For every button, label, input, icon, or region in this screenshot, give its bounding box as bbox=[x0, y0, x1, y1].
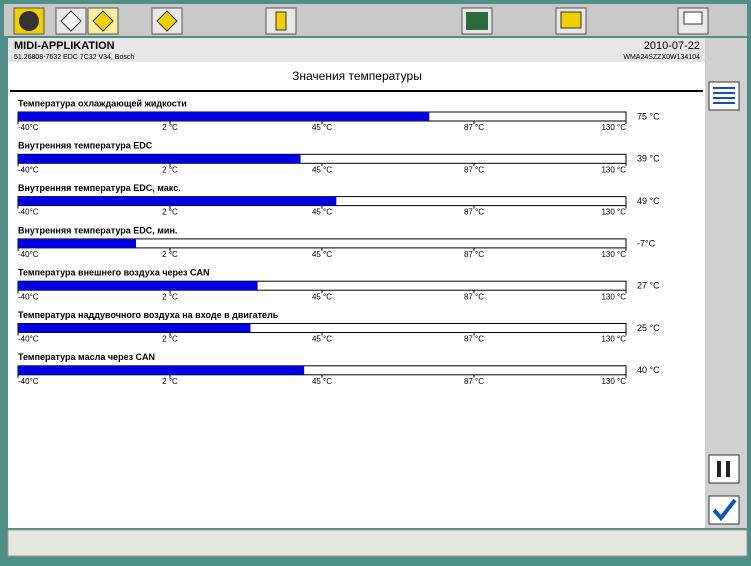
icon bbox=[19, 11, 39, 31]
gauge-label: Температура масла через CAN bbox=[18, 352, 155, 362]
tick-label: -40°C bbox=[18, 208, 39, 217]
gauge-bar bbox=[18, 238, 137, 248]
tick-label: 130 °C bbox=[601, 377, 626, 386]
gauge-label: Внутренняя температура EDC, макс. bbox=[18, 183, 181, 193]
tick-label: -40°C bbox=[18, 292, 39, 301]
gauge-value: 27 °C bbox=[637, 281, 660, 291]
tick-label: 87 °C bbox=[464, 123, 484, 132]
tick-label: 45 °C bbox=[312, 292, 332, 301]
tick-label: 130 °C bbox=[601, 250, 626, 259]
gauge-value: 25 °C bbox=[637, 323, 660, 333]
tick-label: -40°C bbox=[18, 165, 39, 174]
toolbar bbox=[4, 4, 747, 36]
gauge-bar bbox=[18, 365, 305, 375]
tick-label: 45 °C bbox=[312, 335, 332, 344]
gauge-value: 75 °C bbox=[637, 111, 660, 121]
tick-label: 87 °C bbox=[464, 165, 484, 174]
icon bbox=[466, 12, 488, 30]
tick-label: -40°C bbox=[18, 377, 39, 386]
panel-title: Значения температуры bbox=[292, 69, 422, 83]
tick-label: 2 °C bbox=[162, 208, 178, 217]
icon bbox=[60, 10, 82, 32]
gauge-value: 49 °C bbox=[637, 196, 660, 206]
list-button[interactable] bbox=[708, 81, 740, 111]
icon bbox=[683, 11, 703, 25]
gauge-label: Внутренняя температура EDC bbox=[18, 141, 153, 151]
tick-label: 45 °C bbox=[312, 377, 332, 386]
gauge-value: -7°C bbox=[637, 238, 656, 248]
tick-label: -40°C bbox=[18, 335, 39, 344]
icon bbox=[712, 498, 737, 522]
tick-label: 45 °C bbox=[312, 165, 332, 174]
tick-label: 130 °C bbox=[601, 208, 626, 217]
gauge-bar bbox=[18, 281, 258, 291]
gauge-label: Внутренняя температура EDC, мин. bbox=[18, 225, 177, 235]
tick-label: 130 °C bbox=[601, 335, 626, 344]
icon bbox=[92, 10, 114, 32]
pause-button[interactable] bbox=[708, 454, 740, 484]
gauge-value: 40 °C bbox=[637, 365, 660, 375]
tick-label: 130 °C bbox=[601, 292, 626, 301]
tick-label: 2 °C bbox=[162, 335, 178, 344]
icon bbox=[275, 11, 287, 31]
tick-label: 2 °C bbox=[162, 377, 178, 386]
tick-label: 87 °C bbox=[464, 292, 484, 301]
list-icon bbox=[713, 87, 735, 104]
tick-label: 2 °C bbox=[162, 250, 178, 259]
icon bbox=[560, 11, 582, 29]
tick-label: 45 °C bbox=[312, 208, 332, 217]
tick-label: 2 °C bbox=[162, 292, 178, 301]
tick-label: 2 °C bbox=[162, 165, 178, 174]
tick-label: 130 °C bbox=[601, 165, 626, 174]
gauge-label: Температура наддувочного воздуха на вход… bbox=[18, 310, 279, 320]
gauge-label: Температура охлаждающей жидкости bbox=[18, 98, 187, 108]
icon bbox=[726, 461, 730, 477]
tick-label: 2 °C bbox=[162, 123, 178, 132]
toolbar-buttons bbox=[13, 7, 709, 35]
gauge-bar bbox=[18, 323, 251, 333]
tick-label: 130 °C bbox=[601, 123, 626, 132]
tick-label: -40°C bbox=[18, 250, 39, 259]
info-bar bbox=[8, 38, 705, 62]
tick-label: 45 °C bbox=[312, 250, 332, 259]
status-bar bbox=[7, 529, 748, 557]
ecu-info: 51.26808-7632 EDC 7C32 V34, Bosch bbox=[14, 54, 134, 61]
gauge-value: 39 °C bbox=[637, 154, 660, 164]
tick-label: 87 °C bbox=[464, 208, 484, 217]
tick-label: 45 °C bbox=[312, 123, 332, 132]
app-name: MIDI-APPLIKATION bbox=[14, 40, 115, 52]
sidebar bbox=[705, 38, 747, 528]
tick-label: 87 °C bbox=[464, 250, 484, 259]
gauge-bar bbox=[18, 112, 430, 121]
date: 2010-07-22 bbox=[644, 40, 700, 52]
vin: WMA24SZZX0W134104 bbox=[623, 54, 700, 61]
ok-button[interactable] bbox=[708, 495, 740, 525]
icon bbox=[717, 461, 721, 477]
icon bbox=[156, 10, 178, 32]
tick-label: -40°C bbox=[18, 123, 39, 132]
tick-label: 87 °C bbox=[464, 377, 484, 386]
gauge-bar bbox=[18, 154, 301, 164]
gauge-label: Температура внешнего воздуха через CAN bbox=[18, 268, 210, 278]
gauge-bar bbox=[18, 196, 337, 206]
tick-label: 87 °C bbox=[464, 335, 484, 344]
